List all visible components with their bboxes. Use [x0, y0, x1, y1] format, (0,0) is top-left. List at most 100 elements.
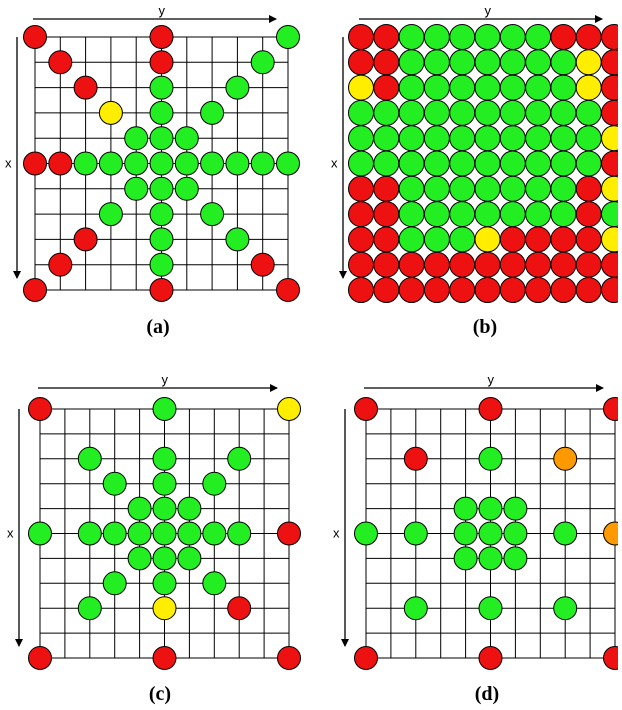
grid-point-green	[348, 150, 374, 177]
grid-point-red	[48, 151, 73, 176]
grid-point-red	[373, 24, 400, 50]
grid-point-green	[449, 125, 476, 152]
grid-point-red	[348, 24, 374, 50]
grid-point-red	[348, 201, 374, 228]
grid-point-green	[453, 496, 478, 521]
grid-point-green	[28, 521, 52, 546]
grid-point-green	[149, 202, 174, 227]
grid-point-green	[225, 75, 250, 100]
grid-point-green	[398, 175, 425, 202]
grid-point-yellow	[152, 596, 177, 621]
grid-point-green	[525, 175, 552, 202]
panel-c: yx(c)	[7, 372, 301, 705]
grid-point-green	[423, 175, 450, 202]
grid-point-green	[474, 24, 501, 50]
grid-point-green	[373, 150, 400, 177]
x-axis-label: x	[331, 156, 338, 171]
grid-point-green	[225, 227, 250, 252]
grid-point-green	[575, 125, 602, 152]
grid-point-yellow	[601, 125, 618, 152]
grid-point-yellow	[348, 74, 374, 101]
panel-c-content: yx	[7, 372, 301, 670]
grid-point-green	[423, 226, 450, 253]
grid-point-green	[423, 49, 450, 76]
grid-point-green	[102, 521, 127, 546]
grid-point-green	[474, 175, 501, 202]
grid-point-green	[149, 151, 174, 176]
grid-point-red	[149, 278, 174, 302]
grid-point-green	[499, 24, 526, 50]
grid-point-green	[474, 125, 501, 152]
grid-point-green	[102, 571, 127, 596]
grid-point-green	[77, 521, 102, 546]
grid-point-green	[550, 99, 577, 126]
grid-point-red	[373, 49, 400, 76]
grid-point-red	[354, 646, 378, 670]
grid-point-green	[525, 99, 552, 126]
grid-point-green	[398, 226, 425, 253]
y-axis-label: y	[485, 3, 492, 18]
grid-point-red	[373, 175, 400, 202]
grid-point-green	[73, 151, 98, 176]
grid-point-red	[575, 201, 602, 228]
points-d	[354, 397, 618, 670]
grid-point-yellow	[98, 100, 123, 125]
grid-point-green	[102, 471, 127, 496]
grid-point-green	[152, 496, 177, 521]
grid-point-red	[227, 596, 252, 621]
grid-point-green	[478, 596, 503, 621]
grid-point-red	[373, 74, 400, 101]
grid-point-green	[499, 175, 526, 202]
grid-point-green	[77, 446, 102, 471]
grid-point-green	[149, 252, 174, 277]
grid-point-green	[149, 100, 174, 125]
grid-point-red	[348, 49, 374, 76]
grid-point-green	[98, 202, 123, 227]
grid-point-red	[398, 251, 425, 278]
grid-point-red	[23, 25, 47, 49]
grid-point-red	[423, 277, 450, 303]
grid-point-green	[449, 74, 476, 101]
grid-point-green	[200, 151, 225, 176]
grid-point-red	[550, 226, 577, 253]
grid-point-red	[373, 251, 400, 278]
grid-point-red	[601, 24, 618, 50]
grid-point-green	[499, 99, 526, 126]
grid-point-green	[503, 496, 528, 521]
grid-point-red	[348, 226, 374, 253]
grid-point-green	[478, 496, 503, 521]
grid-point-green	[127, 496, 152, 521]
grid-point-red	[48, 50, 73, 75]
grid-point-red	[603, 397, 618, 421]
grid-point-green	[499, 125, 526, 152]
grid-point-red	[276, 278, 300, 302]
grid-point-green	[177, 496, 202, 521]
grid-point-green	[423, 150, 450, 177]
grid-point-green	[174, 126, 199, 151]
grid-point-green	[525, 125, 552, 152]
grid-point-green	[149, 176, 174, 201]
grid-point-red	[499, 277, 526, 303]
grid-point-green	[550, 175, 577, 202]
grid-point-green	[503, 546, 528, 571]
grid-point-red	[603, 646, 618, 670]
grid-point-red	[449, 277, 476, 303]
grid-point-green	[152, 546, 177, 571]
y-axis-label: y	[488, 372, 495, 387]
grid-point-red	[403, 446, 428, 471]
grid-point-red	[373, 277, 400, 303]
grid-point-red	[550, 251, 577, 278]
grid-point-yellow	[575, 49, 602, 76]
grid-point-yellow	[474, 226, 501, 253]
grid-point-red	[73, 75, 98, 100]
grid-point-green	[499, 201, 526, 228]
panel-b: yx(b)	[331, 3, 618, 338]
grid-point-green	[474, 201, 501, 228]
grid-point-green	[449, 99, 476, 126]
grid-point-green	[149, 126, 174, 151]
grid-point-green	[77, 596, 102, 621]
grid-point-green	[550, 150, 577, 177]
grid-point-red	[550, 24, 577, 50]
grid-point-green	[98, 151, 123, 176]
grid-point-red	[28, 397, 52, 421]
